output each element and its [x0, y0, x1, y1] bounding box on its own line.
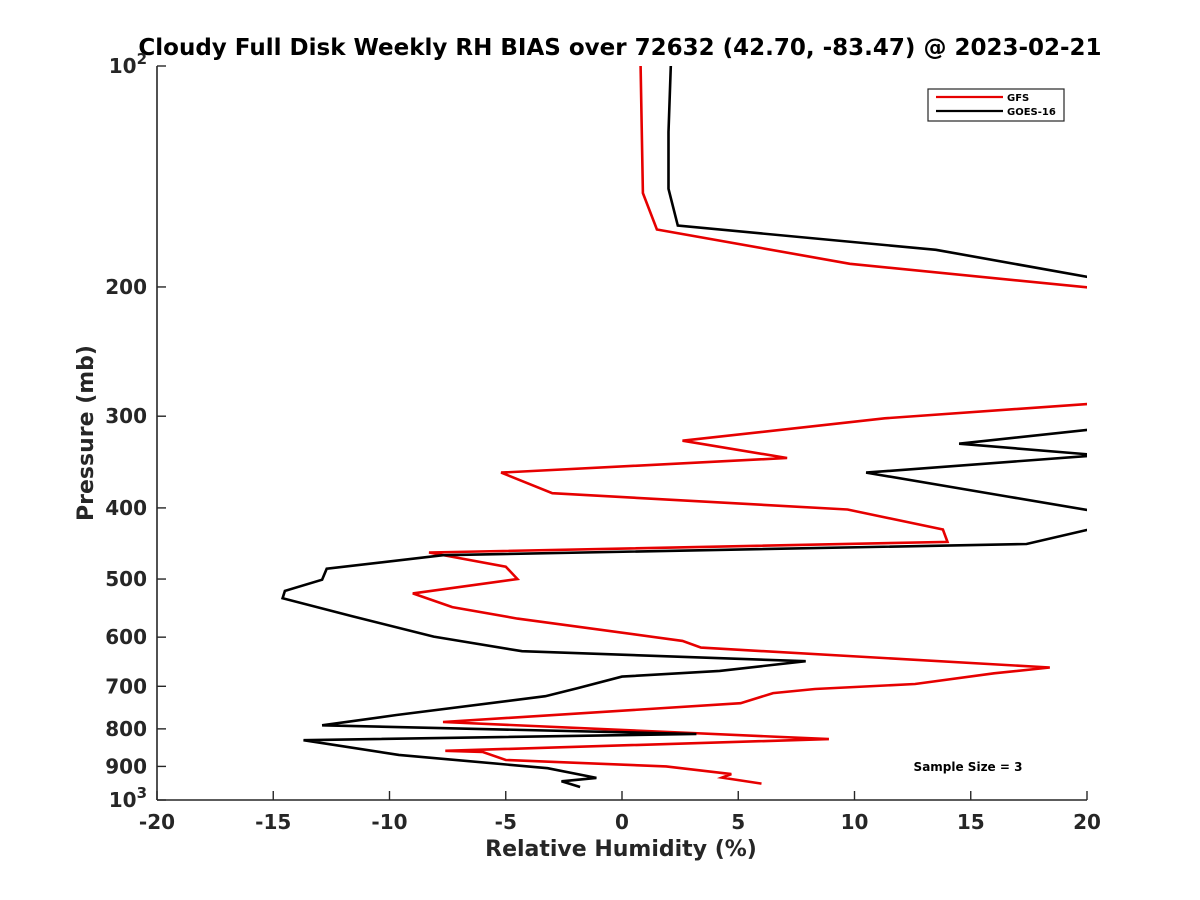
x-axis-ticks: -20 -15 -10 -5 0 5 10 15 20 [139, 791, 1101, 834]
legend-label-goes16: GOES-16 [1007, 107, 1056, 118]
y-axis-label: Pressure (mb) [74, 345, 99, 521]
series-line-gfs [412, 402, 1087, 785]
series-line-gfs [639, 66, 1087, 289]
y-tick-label: 700 [105, 674, 147, 698]
y-tick-label: 300 [105, 404, 147, 428]
legend-box [927, 88, 1065, 122]
plot-area [156, 66, 1087, 801]
y-tick-label: 500 [105, 567, 147, 591]
y-tick-label: 600 [105, 625, 147, 649]
x-tick-label: -15 [255, 810, 291, 834]
y-tick-label: 900 [105, 754, 147, 778]
series-line-goes16 [280, 528, 1087, 789]
x-tick-label: 20 [1073, 810, 1101, 834]
x-tick-label: -10 [371, 810, 407, 834]
x-tick-label: 5 [731, 810, 745, 834]
y-tick-label: 103 [109, 784, 147, 812]
series-line-goes16 [667, 66, 1087, 279]
legend: GFS GOES-16 [927, 88, 1065, 122]
x-tick-label: 10 [841, 810, 869, 834]
legend-label-gfs: GFS [1007, 93, 1029, 104]
y-tick-label: 102 [109, 50, 147, 78]
x-tick-label: -20 [139, 810, 175, 834]
x-axis-label: Relative Humidity (%) [485, 837, 757, 862]
y-axis-ticks: 102 200 300 400 500 600 700 800 900 103 [105, 50, 166, 812]
series-line-goes16 [865, 428, 1087, 512]
x-tick-label: 15 [957, 810, 985, 834]
series-lines [280, 66, 1087, 789]
y-tick-label: 800 [105, 717, 147, 741]
x-tick-label: 0 [615, 810, 629, 834]
chart-title: Cloudy Full Disk Weekly RH BIAS over 726… [138, 35, 1101, 61]
y-tick-label: 200 [105, 275, 147, 299]
y-tick-label: 400 [105, 496, 147, 520]
x-tick-label: -5 [495, 810, 517, 834]
sample-size-annotation: Sample Size = 3 [914, 760, 1023, 774]
